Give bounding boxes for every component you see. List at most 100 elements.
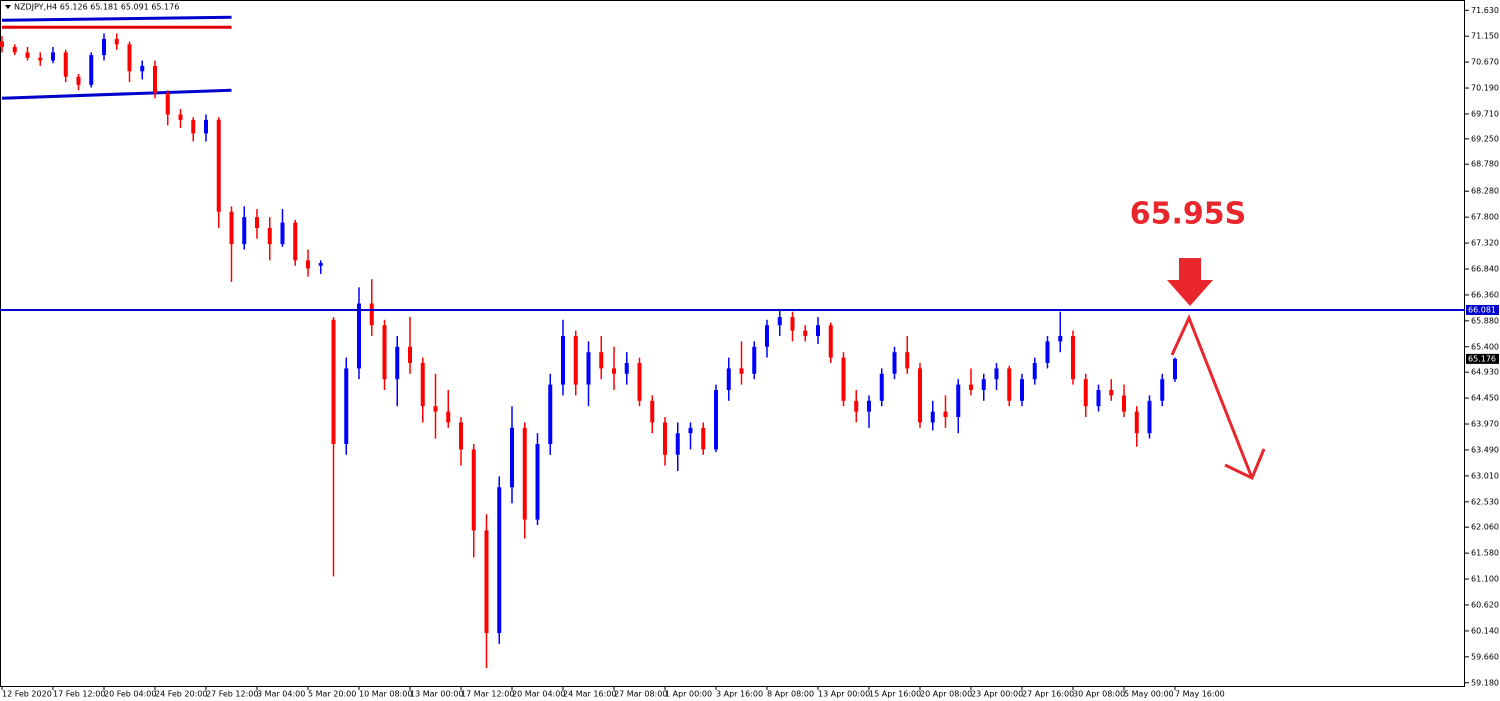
candle-body — [51, 52, 55, 61]
candle-body — [765, 325, 769, 347]
candle-body — [816, 325, 820, 336]
x-tick-label: 20 Mar 04:00 — [512, 690, 565, 699]
candle-body — [153, 65, 157, 93]
candle-body — [561, 335, 565, 385]
y-tick-label: 59.180 — [1471, 678, 1499, 687]
trend-line — [1, 88, 232, 100]
y-tick-label: 64.450 — [1471, 394, 1499, 403]
candle-body — [191, 119, 196, 134]
candle-body — [242, 217, 247, 245]
x-tick-label: 5 Mar 20:00 — [308, 690, 356, 699]
x-tick-label: 17 Mar 12:00 — [461, 690, 514, 699]
candle-body — [25, 52, 30, 58]
candle-body — [994, 368, 999, 380]
candle-body — [229, 211, 234, 245]
x-tick-label: 20 Apr 08:00 — [920, 690, 972, 699]
candle-body — [714, 389, 718, 450]
x-tick-label: 27 Mar 08:00 — [614, 690, 667, 699]
candle-body — [76, 76, 81, 85]
candle-body — [471, 449, 476, 531]
x-tick-label: 12 Feb 2020 — [2, 690, 52, 699]
y-tick-label: 59.660 — [1471, 652, 1499, 661]
candle-body — [357, 303, 361, 369]
candle-body — [752, 346, 757, 374]
candle-body — [599, 352, 604, 369]
trend-line — [1, 15, 232, 22]
candle-body — [318, 263, 323, 266]
candle-body — [12, 46, 17, 53]
candle-body — [867, 400, 871, 412]
candle-body — [408, 346, 412, 363]
x-tick-label: 30 Apr 08:00 — [1073, 690, 1125, 699]
x-tick-label: 3 Apr 16:00 — [716, 690, 763, 699]
y-tick-label: 63.970 — [1471, 420, 1499, 429]
candle-body — [650, 400, 655, 423]
projection-path — [1170, 314, 1254, 479]
candle-body — [63, 52, 68, 77]
y-tick-label: 71.150 — [1471, 32, 1499, 41]
candle-body — [127, 44, 132, 72]
y-tick-label: 60.140 — [1471, 626, 1499, 635]
candle-body — [1147, 400, 1152, 434]
x-tick-label: 24 Mar 16:00 — [563, 690, 616, 699]
y-tick-label: 65.880 — [1471, 316, 1499, 325]
x-tick-label: 23 Apr 00:00 — [971, 690, 1023, 699]
candle-body — [522, 427, 527, 520]
candle-body — [497, 487, 502, 634]
projection-arrowhead — [1224, 448, 1266, 481]
candle-body — [0, 41, 4, 47]
x-tick-label: 8 Apr 08:00 — [767, 690, 814, 699]
candle-body — [382, 325, 387, 380]
y-tick-label: 61.580 — [1471, 549, 1499, 558]
candle-body — [803, 330, 808, 336]
candle-body — [918, 368, 922, 423]
y-tick-label: 65.400 — [1471, 342, 1499, 351]
candle-body — [1096, 389, 1101, 407]
y-tick-label: 67.320 — [1471, 239, 1499, 248]
candle-body — [510, 427, 514, 488]
candle-body — [1020, 379, 1024, 401]
candle-body — [433, 406, 438, 412]
candle-body — [1071, 335, 1075, 380]
candle-body — [178, 114, 183, 120]
plot-layer — [0, 15, 1465, 669]
candle-body — [663, 422, 667, 455]
y-tick-label: 68.780 — [1471, 160, 1499, 169]
candle-body — [1122, 395, 1126, 412]
candle-body — [739, 368, 744, 374]
candle-body — [89, 55, 94, 85]
down-arrow — [1167, 258, 1213, 306]
candle-body — [1160, 379, 1165, 401]
candle-body — [535, 444, 540, 520]
candle-body — [204, 119, 208, 134]
candle-body — [701, 427, 706, 450]
candle-body — [777, 317, 782, 326]
level-label: 66.081 — [1468, 305, 1496, 314]
candle-body — [828, 325, 833, 358]
x-tick-label: 5 May 00:00 — [1124, 690, 1174, 699]
candle-body — [790, 317, 795, 331]
candle-body — [905, 352, 910, 369]
candle-body — [1045, 341, 1050, 363]
candle-body — [165, 92, 170, 115]
y-tick-label: 69.250 — [1471, 134, 1499, 143]
candle-body — [484, 530, 489, 634]
y-tick-label: 62.060 — [1471, 523, 1499, 532]
candle-body — [446, 411, 451, 423]
candle-body — [548, 384, 553, 445]
title-marker — [5, 5, 11, 9]
candle-body — [216, 119, 221, 212]
y-tick-label: 62.530 — [1471, 497, 1499, 506]
candle-body — [1032, 362, 1037, 380]
candle-body — [102, 38, 106, 56]
y-tick-label: 66.840 — [1471, 264, 1499, 273]
candle-body — [956, 384, 961, 418]
y-tick-label: 60.620 — [1471, 600, 1499, 609]
x-tick-label: 24 Feb 20:00 — [155, 690, 207, 699]
y-tick-label: 68.280 — [1471, 187, 1499, 196]
candle-body — [140, 65, 145, 72]
candle-body — [879, 373, 884, 401]
candle-body — [854, 400, 859, 412]
candle-body — [612, 368, 616, 374]
